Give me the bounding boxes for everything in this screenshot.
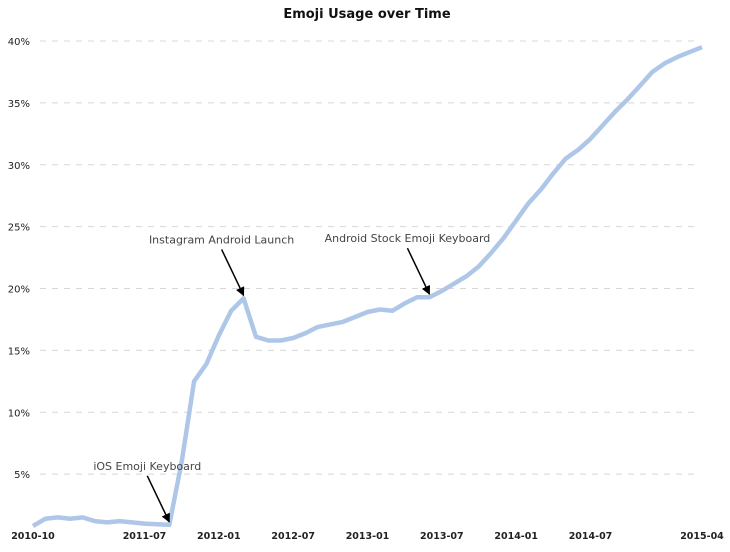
y-tick-label: 20% [8, 285, 30, 296]
x-tick-label: 2014-07 [569, 531, 613, 542]
x-tick-label: 2013-01 [346, 531, 390, 542]
y-tick-label: 40% [8, 37, 30, 48]
x-axis: 2010-10 2011-07 2012-01 2012-07 2013-01 2013-… [11, 531, 724, 542]
annotation-label: Android Stock Emoji Keyboard [325, 232, 491, 245]
y-tick-label: 35% [8, 99, 30, 110]
y-tick-label: 10% [8, 408, 30, 419]
annotation-label: Instagram Android Launch [149, 233, 294, 246]
x-tick-label: 2012-01 [197, 531, 241, 542]
annotation-arrow [147, 476, 169, 522]
x-tick-label: 2011-07 [123, 531, 167, 542]
series-line [33, 47, 702, 526]
y-axis: 5% 10% 15% 20% 25% 30% 35% 40% [8, 37, 30, 481]
x-tick-label: 2010-10 [11, 531, 55, 542]
annotations: iOS Emoji Keyboard Instagram Android Laun… [93, 232, 490, 522]
x-tick-label: 2012-07 [271, 531, 315, 542]
y-tick-label: 15% [8, 346, 30, 357]
x-tick-label: 2013-07 [420, 531, 464, 542]
annotation-arrow [407, 248, 429, 294]
series [33, 47, 702, 526]
grid [40, 41, 700, 474]
chart-title: Emoji Usage over Time [283, 7, 451, 22]
x-tick-label: 2015-04 [680, 531, 724, 542]
annotation-label: iOS Emoji Keyboard [93, 460, 201, 473]
x-tick-label: 2014-01 [494, 531, 538, 542]
y-tick-label: 30% [8, 161, 30, 172]
y-tick-label: 5% [14, 470, 30, 481]
y-tick-label: 25% [8, 223, 30, 234]
